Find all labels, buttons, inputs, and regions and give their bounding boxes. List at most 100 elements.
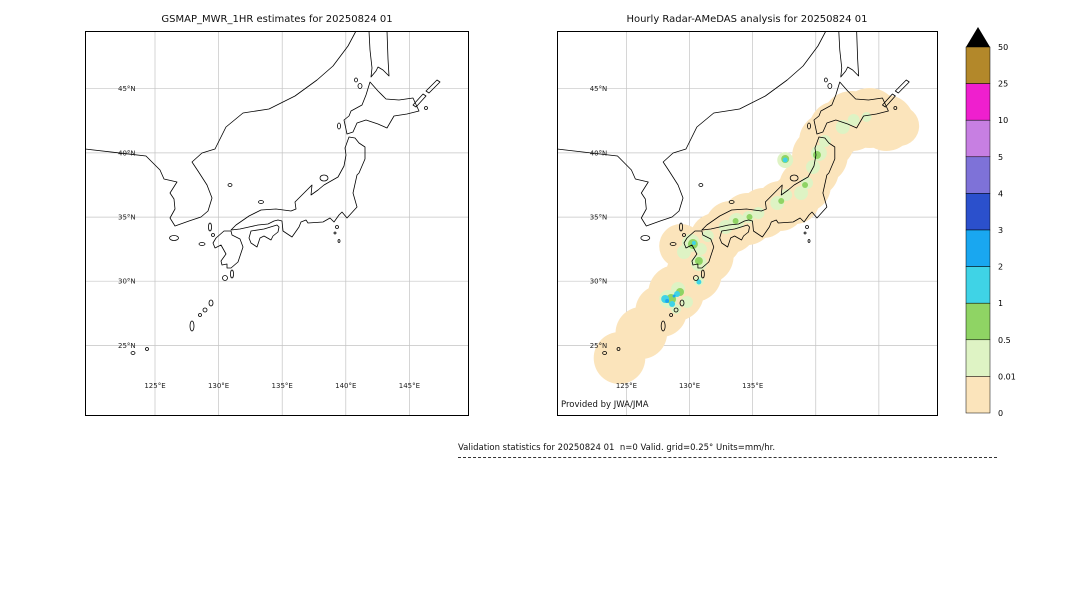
coastline-mainland_asia — [85, 31, 357, 227]
lon-tick-label: 125°E — [144, 382, 165, 390]
lat-tick-label: 40°N — [590, 149, 608, 157]
island — [679, 222, 683, 232]
precip-blob — [879, 106, 920, 146]
island — [337, 122, 341, 130]
colorbar-segment — [965, 302, 991, 341]
lat-tick-label: 25°N — [118, 342, 136, 350]
precip-blob — [780, 189, 793, 201]
island — [130, 351, 136, 355]
precip-blob — [674, 291, 681, 297]
precip-blob — [818, 135, 831, 147]
lat-tick-label: 30°N — [118, 278, 136, 286]
right-panel-title: Hourly Radar-AMeDAS analysis for 2025082… — [626, 14, 868, 25]
lat-tick-label: 35°N — [590, 214, 608, 222]
colorbar-overflow-triangle — [966, 27, 990, 47]
precip-blob — [677, 245, 691, 259]
precip-blob — [802, 182, 809, 188]
island — [258, 200, 264, 204]
lon-tick-label: 125°E — [616, 382, 637, 390]
island — [198, 313, 202, 317]
colorbar-label: 1 — [998, 299, 1003, 308]
colorbar-segment — [965, 193, 991, 231]
coastlines — [557, 31, 910, 355]
tick-labels: 45°N 40°N 35°N 30°N 25°N 125°E 130°E 135°E — [590, 85, 763, 390]
precip-blob — [746, 214, 753, 220]
lon-tick-label: 140°E — [335, 382, 356, 390]
coastline-honshu — [230, 136, 366, 238]
coastlines — [85, 31, 441, 355]
coastline-iturup — [425, 79, 441, 94]
lon-tick-label: 135°E — [272, 382, 293, 390]
island — [169, 235, 179, 241]
island — [807, 122, 811, 130]
coastline-shikoku — [719, 224, 750, 248]
island — [682, 233, 686, 237]
colorbar-labels: 50 25 10 5 4 3 2 1 0.5 0.01 0 — [998, 43, 1016, 418]
island — [640, 235, 651, 241]
island — [693, 275, 699, 281]
coastline-honshu — [701, 136, 836, 238]
island — [679, 299, 685, 307]
validation-stats-text: Validation statistics for 20250824 01 n=… — [458, 443, 776, 453]
coastline-kunashiri — [882, 93, 896, 108]
island — [337, 239, 341, 243]
coastline-hokkaido — [343, 81, 420, 135]
precip-blob — [847, 114, 860, 126]
colorbar-label: 3 — [998, 226, 1003, 235]
coastline-kyushu — [683, 230, 715, 269]
island — [198, 242, 206, 246]
colorbar-segment — [965, 83, 991, 121]
colorbar-label: 50 — [998, 43, 1008, 52]
coastline-mainland_asia — [557, 31, 827, 227]
island — [823, 77, 828, 83]
island — [805, 225, 809, 229]
island — [230, 269, 234, 279]
colorbar-segment — [965, 46, 991, 84]
coastline-kunashiri — [412, 93, 427, 108]
lat-tick-label: 25°N — [590, 342, 608, 350]
island — [319, 174, 329, 182]
colorbar-segment — [965, 156, 991, 194]
island — [227, 183, 233, 187]
precip-blob — [694, 243, 707, 255]
island — [335, 225, 339, 229]
island — [728, 200, 735, 204]
island — [602, 351, 608, 355]
lat-tick-label: 45°N — [118, 85, 136, 93]
colorbar-label: 0.5 — [998, 336, 1011, 345]
coastline-sakhalin — [368, 31, 390, 78]
right-map-panel: 45°N 40°N 35°N 30°N 25°N 125°E 130°E 135°E Prov… — [557, 31, 938, 416]
colorbar-segment — [965, 339, 991, 377]
lat-tick-label: 30°N — [590, 278, 608, 286]
precip-blob — [691, 241, 696, 245]
island — [357, 83, 363, 89]
precip-blob — [794, 186, 809, 200]
coastline-hokkaido — [813, 81, 889, 135]
colorbar-label: 4 — [998, 189, 1003, 198]
precip-blob — [732, 218, 739, 224]
lat-tick-label: 40°N — [118, 149, 136, 157]
colorbar-svg: 50 25 10 5 4 3 2 1 0.5 0.01 0 — [965, 27, 1016, 418]
lon-tick-label: 130°E — [208, 382, 229, 390]
footer-dashed-divider — [458, 457, 997, 458]
lon-tick-label: 135°E — [742, 382, 763, 390]
island — [893, 106, 898, 110]
precip-blob — [782, 157, 788, 163]
island — [208, 299, 214, 307]
island — [803, 231, 807, 235]
coastline-shikoku — [248, 224, 280, 248]
tick-labels: 45°N 40°N 35°N 30°N 25°N 125°E 130°E 135°E 140°E… — [118, 85, 420, 390]
coastline-kyushu — [212, 230, 244, 269]
island — [698, 183, 704, 187]
island — [700, 269, 705, 279]
credit-text: Provided by JWA/JMA — [561, 400, 649, 410]
precip-blob — [696, 279, 702, 285]
precip-blob — [701, 230, 714, 242]
island — [211, 233, 215, 237]
precip-blob — [669, 301, 676, 307]
map-frame — [557, 31, 938, 416]
precip-blob — [812, 151, 821, 159]
gridlines — [85, 31, 469, 416]
precip-blob — [665, 299, 670, 303]
